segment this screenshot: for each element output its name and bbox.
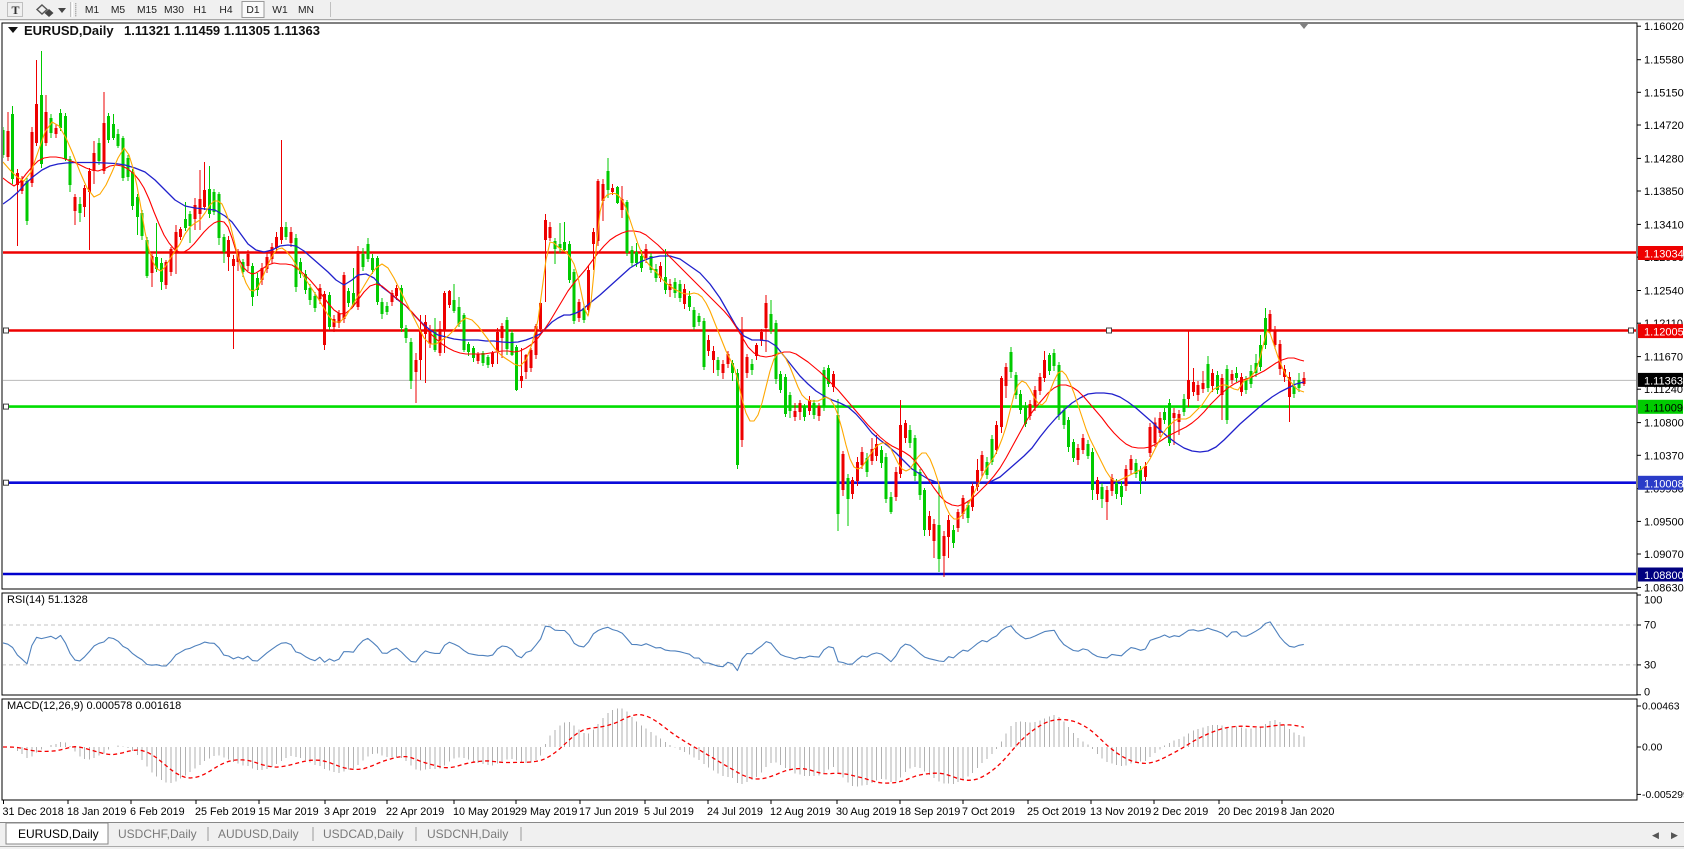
svg-text:29 May 2019: 29 May 2019 [515,806,577,818]
svg-text:M5: M5 [111,5,126,16]
svg-text:17 Jun 2019: 17 Jun 2019 [579,806,638,818]
svg-text:1.14280: 1.14280 [1644,153,1684,165]
svg-text:18 Jan 2019: 18 Jan 2019 [67,806,126,818]
svg-text:1.12005: 1.12005 [1644,327,1684,339]
svg-text:USDCNH,Daily: USDCNH,Daily [427,827,508,841]
svg-text:22 Apr 2019: 22 Apr 2019 [386,806,444,818]
svg-text:1.10800: 1.10800 [1644,418,1684,430]
svg-text:M1: M1 [85,5,100,16]
svg-text:2 Dec 2019: 2 Dec 2019 [1153,806,1208,818]
svg-text:W1: W1 [272,5,288,16]
svg-text:20 Dec 2019: 20 Dec 2019 [1218,806,1279,818]
svg-text:1.13850: 1.13850 [1644,186,1684,198]
svg-text:1.10370: 1.10370 [1644,450,1684,462]
svg-text:MACD(12,26,9) 0.000578 0.00161: MACD(12,26,9) 0.000578 0.001618 [7,700,181,712]
svg-text:3 Apr 2019: 3 Apr 2019 [324,806,376,818]
svg-text:H4: H4 [219,5,232,16]
svg-text:1.09070: 1.09070 [1644,549,1684,561]
svg-text:1.11240: 1.11240 [1644,384,1683,396]
svg-text:1.14720: 1.14720 [1644,120,1684,132]
svg-text:0.00: 0.00 [1642,743,1662,754]
svg-text:1.12540: 1.12540 [1644,286,1684,298]
svg-text:USDCHF,Daily: USDCHF,Daily [118,827,197,841]
svg-text:25 Feb 2019: 25 Feb 2019 [195,806,256,818]
svg-text:1.16020: 1.16020 [1644,21,1684,33]
svg-text:1.13410: 1.13410 [1644,219,1684,231]
svg-text:D1: D1 [246,5,259,16]
svg-text:70: 70 [1644,620,1656,632]
svg-text:T: T [12,3,20,17]
svg-text:1.11009: 1.11009 [1644,402,1683,414]
svg-text:6 Feb 2019: 6 Feb 2019 [130,806,185,818]
svg-text:1.09500: 1.09500 [1644,516,1684,528]
svg-text:◀: ◀ [1652,830,1659,840]
svg-text:EURUSD,Daily: EURUSD,Daily [18,827,99,841]
svg-text:0.00463: 0.00463 [1642,702,1680,713]
svg-text:USDCAD,Daily: USDCAD,Daily [323,827,404,841]
svg-text:AUDUSD,Daily: AUDUSD,Daily [218,827,299,841]
svg-text:1.11670: 1.11670 [1644,352,1683,364]
svg-text:8 Jan 2020: 8 Jan 2020 [1281,806,1334,818]
svg-text:H1: H1 [193,5,206,16]
svg-text:31 Dec 2018: 31 Dec 2018 [3,806,64,818]
svg-text:1.13034: 1.13034 [1644,249,1684,261]
svg-text:1.15580: 1.15580 [1644,55,1684,67]
svg-text:1.08630: 1.08630 [1644,582,1684,594]
svg-text:18 Sep 2019: 18 Sep 2019 [899,806,960,818]
svg-text:1.15150: 1.15150 [1644,87,1684,99]
svg-text:10 May 2019: 10 May 2019 [453,806,515,818]
svg-text:1.11363: 1.11363 [1644,375,1683,387]
svg-text:7 Oct 2019: 7 Oct 2019 [962,806,1015,818]
svg-text:-0.005299: -0.005299 [1642,790,1684,801]
svg-text:1.10008: 1.10008 [1644,478,1684,490]
svg-text:13 Nov 2019: 13 Nov 2019 [1090,806,1151,818]
svg-text:RSI(14) 51.1328: RSI(14) 51.1328 [7,594,88,606]
svg-text:▶: ▶ [1671,830,1678,840]
svg-text:25 Oct 2019: 25 Oct 2019 [1027,806,1086,818]
svg-text:100: 100 [1644,595,1662,607]
svg-text:EURUSD,Daily: EURUSD,Daily [24,23,114,38]
svg-text:MN: MN [298,5,314,16]
svg-text:M30: M30 [164,5,184,16]
svg-text:15 Mar 2019: 15 Mar 2019 [258,806,319,818]
svg-text:1.11321 1.11459 1.11305 1.1136: 1.11321 1.11459 1.11305 1.11363 [124,23,320,38]
svg-text:0: 0 [1644,687,1650,699]
svg-text:12 Aug 2019: 12 Aug 2019 [770,806,831,818]
svg-text:24 Jul 2019: 24 Jul 2019 [707,806,763,818]
svg-text:M15: M15 [137,5,157,16]
svg-text:5 Jul 2019: 5 Jul 2019 [644,806,694,818]
svg-text:30 Aug 2019: 30 Aug 2019 [836,806,897,818]
svg-text:1.08800: 1.08800 [1644,570,1684,582]
svg-text:30: 30 [1644,659,1656,671]
